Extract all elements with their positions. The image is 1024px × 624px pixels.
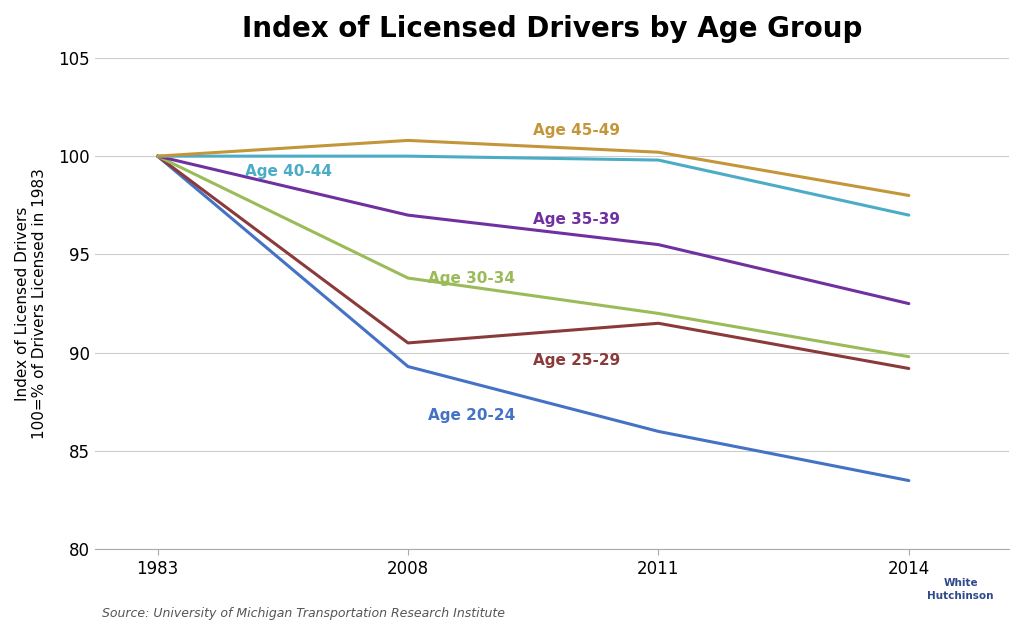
Text: White
Hutchinson: White Hutchinson bbox=[928, 578, 993, 601]
Text: Age 40-44: Age 40-44 bbox=[245, 164, 332, 179]
Text: Age 35-39: Age 35-39 bbox=[534, 212, 621, 227]
Text: Source: University of Michigan Transportation Research Institute: Source: University of Michigan Transport… bbox=[102, 607, 506, 620]
Text: Age 45-49: Age 45-49 bbox=[534, 123, 621, 138]
Y-axis label: Index of Licensed Drivers
100=% of Drivers Licensed in 1983: Index of Licensed Drivers 100=% of Drive… bbox=[15, 168, 47, 439]
Title: Index of Licensed Drivers by Age Group: Index of Licensed Drivers by Age Group bbox=[242, 15, 862, 43]
Text: Age 25-29: Age 25-29 bbox=[534, 353, 621, 368]
Text: Age 20-24: Age 20-24 bbox=[428, 408, 515, 423]
Text: Age 30-34: Age 30-34 bbox=[428, 271, 515, 286]
